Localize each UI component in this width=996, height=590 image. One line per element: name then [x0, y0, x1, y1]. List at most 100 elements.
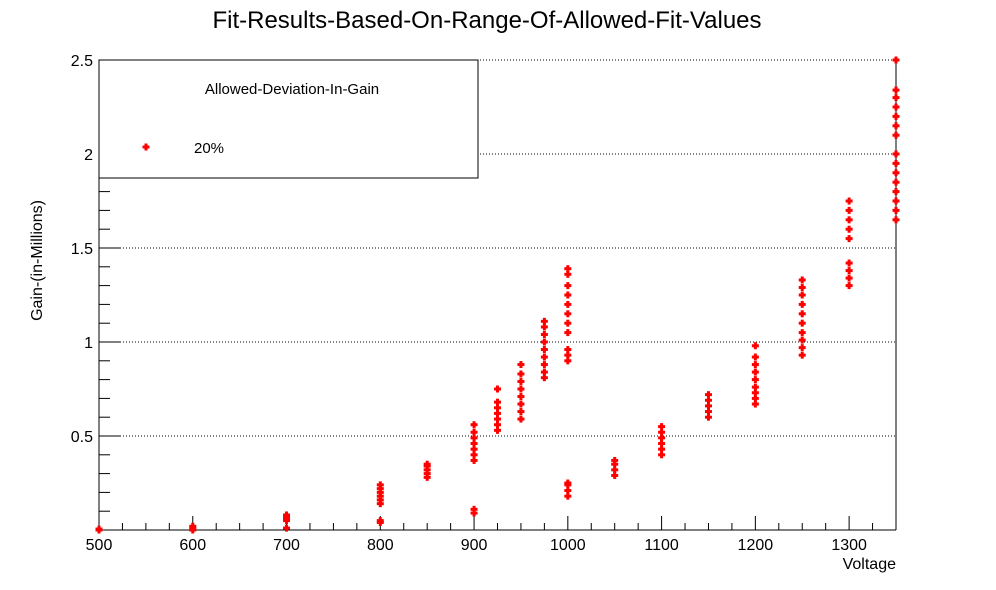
data-point — [798, 319, 806, 327]
legend: Allowed-Deviation-In-Gain 20% — [98, 59, 479, 179]
data-point — [892, 178, 900, 186]
y-tick-label: 2.5 — [71, 53, 93, 70]
data-point — [658, 434, 666, 442]
data-point — [892, 197, 900, 205]
x-tick-label: 1100 — [644, 537, 679, 554]
data-point — [611, 460, 619, 468]
data-point — [658, 451, 666, 459]
data-point — [611, 471, 619, 479]
data-point — [658, 440, 666, 448]
data-point — [892, 131, 900, 139]
data-point — [845, 206, 853, 214]
data-points — [95, 56, 900, 534]
data-point — [892, 169, 900, 177]
data-point — [283, 511, 291, 519]
data-point — [892, 216, 900, 224]
data-point — [798, 336, 806, 344]
x-tick-label: 500 — [86, 537, 113, 554]
data-point — [611, 466, 619, 474]
data-point — [892, 159, 900, 167]
data-point — [376, 481, 384, 489]
data-point — [892, 112, 900, 120]
data-point — [564, 329, 572, 337]
data-point — [564, 479, 572, 487]
data-point — [704, 408, 712, 416]
x-tick-label: 800 — [367, 537, 394, 554]
data-point — [798, 310, 806, 318]
data-point — [517, 393, 525, 401]
data-point — [540, 317, 548, 325]
data-point — [704, 413, 712, 421]
data-point — [564, 492, 572, 500]
data-point — [517, 400, 525, 408]
y-axis-title: Gain-(in-Millions) — [29, 200, 46, 321]
data-point — [540, 330, 548, 338]
data-point — [704, 402, 712, 410]
data-point — [376, 488, 384, 496]
x-axis-title: Voltage — [843, 556, 896, 573]
data-point — [751, 376, 759, 384]
data-point — [494, 409, 501, 417]
data-point — [845, 282, 853, 290]
data-point — [376, 492, 384, 500]
data-point — [564, 346, 572, 354]
data-point — [658, 445, 666, 453]
data-point — [751, 394, 759, 402]
data-point — [751, 400, 759, 408]
data-point — [564, 265, 572, 273]
y-tick-label: 0.5 — [71, 429, 93, 446]
data-point — [376, 496, 384, 504]
data-point — [564, 357, 572, 365]
data-point — [494, 385, 501, 393]
data-point — [845, 225, 853, 233]
data-point — [517, 415, 525, 423]
data-point — [494, 398, 501, 406]
data-point — [845, 274, 853, 282]
data-point — [564, 319, 572, 327]
data-point — [845, 216, 853, 224]
data-point — [540, 338, 548, 346]
data-point — [751, 342, 759, 350]
data-point — [494, 426, 501, 434]
data-point — [564, 300, 572, 308]
data-point — [892, 86, 900, 94]
data-point — [845, 259, 853, 267]
data-point — [798, 276, 806, 284]
data-point — [892, 94, 900, 102]
data-point — [892, 188, 900, 196]
data-point — [845, 235, 853, 243]
data-point — [470, 451, 478, 459]
data-point — [798, 300, 806, 308]
data-point — [564, 351, 572, 359]
data-point — [95, 525, 103, 533]
data-point — [540, 353, 548, 361]
legend-entry-label: 20% — [194, 140, 224, 157]
data-point — [423, 466, 431, 474]
data-point — [376, 500, 384, 508]
data-point — [470, 505, 478, 513]
data-point — [751, 383, 759, 391]
data-point — [798, 329, 806, 337]
data-point — [517, 361, 525, 369]
x-tick-label: 1300 — [831, 537, 867, 554]
data-point — [189, 522, 197, 530]
data-point — [494, 404, 501, 412]
y-tick-label: 1 — [84, 335, 93, 352]
data-point — [470, 421, 478, 429]
legend-marker-icon — [142, 143, 150, 151]
chart-title: Fit-Results-Based-On-Range-Of-Allowed-Fi… — [212, 7, 761, 34]
data-point — [892, 150, 900, 158]
data-point — [798, 291, 806, 299]
y-tick-label: 2 — [84, 147, 93, 164]
x-tick-label: 600 — [179, 537, 206, 554]
data-point — [892, 56, 900, 64]
data-point — [564, 291, 572, 299]
data-point — [845, 197, 853, 205]
data-point — [798, 283, 806, 291]
data-point — [564, 487, 572, 495]
data-point — [704, 391, 712, 399]
data-point — [376, 517, 384, 525]
data-point — [540, 346, 548, 354]
data-point — [611, 456, 619, 464]
data-point — [892, 206, 900, 214]
